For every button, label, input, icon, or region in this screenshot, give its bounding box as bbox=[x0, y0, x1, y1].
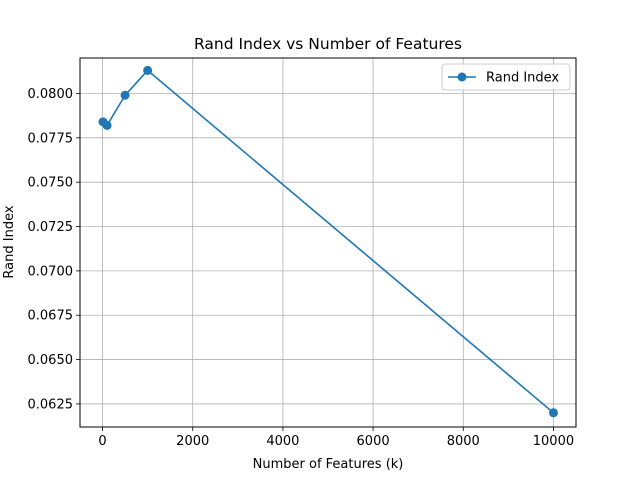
x-tick-label: 2000 bbox=[176, 434, 209, 449]
plot-frame bbox=[79, 57, 577, 428]
y-tick-label: 0.0775 bbox=[28, 131, 74, 146]
chart-title: Rand Index vs Number of Features bbox=[194, 35, 462, 53]
y-tick-label: 0.0700 bbox=[28, 264, 74, 279]
grid bbox=[80, 58, 576, 427]
y-tick-label: 0.0625 bbox=[28, 397, 74, 412]
data-point bbox=[143, 65, 153, 75]
data-point bbox=[120, 90, 130, 100]
x-tick-label: 6000 bbox=[357, 434, 390, 449]
x-tick-label: 4000 bbox=[266, 434, 299, 449]
legend-marker-sample bbox=[457, 72, 467, 82]
series-layer bbox=[98, 65, 558, 418]
legend-label: Rand Index bbox=[486, 71, 559, 86]
y-tick-label: 0.0725 bbox=[28, 220, 74, 235]
x-axis-label: Number of Features (k) bbox=[253, 457, 404, 472]
x-axis: 0 2000 4000 6000 8000 10000 bbox=[98, 427, 574, 449]
data-point bbox=[102, 120, 112, 130]
x-tick-label: 0 bbox=[98, 434, 106, 449]
legend-box bbox=[441, 63, 571, 91]
y-tick-label: 0.0675 bbox=[28, 309, 74, 324]
y-axis-label: Rand Index bbox=[2, 205, 17, 278]
y-tick-label: 0.0750 bbox=[28, 176, 74, 191]
x-tick-label: 8000 bbox=[447, 434, 480, 449]
x-tick-label: 10000 bbox=[533, 434, 574, 449]
y-tick-label: 0.0650 bbox=[28, 353, 74, 368]
y-axis: 0.0625 0.0650 0.0675 0.0700 0.0725 0.0750 0.07… bbox=[28, 87, 80, 412]
y-tick-label: 0.0800 bbox=[28, 87, 74, 102]
legend: Rand Index bbox=[441, 63, 571, 91]
data-point bbox=[548, 408, 558, 418]
